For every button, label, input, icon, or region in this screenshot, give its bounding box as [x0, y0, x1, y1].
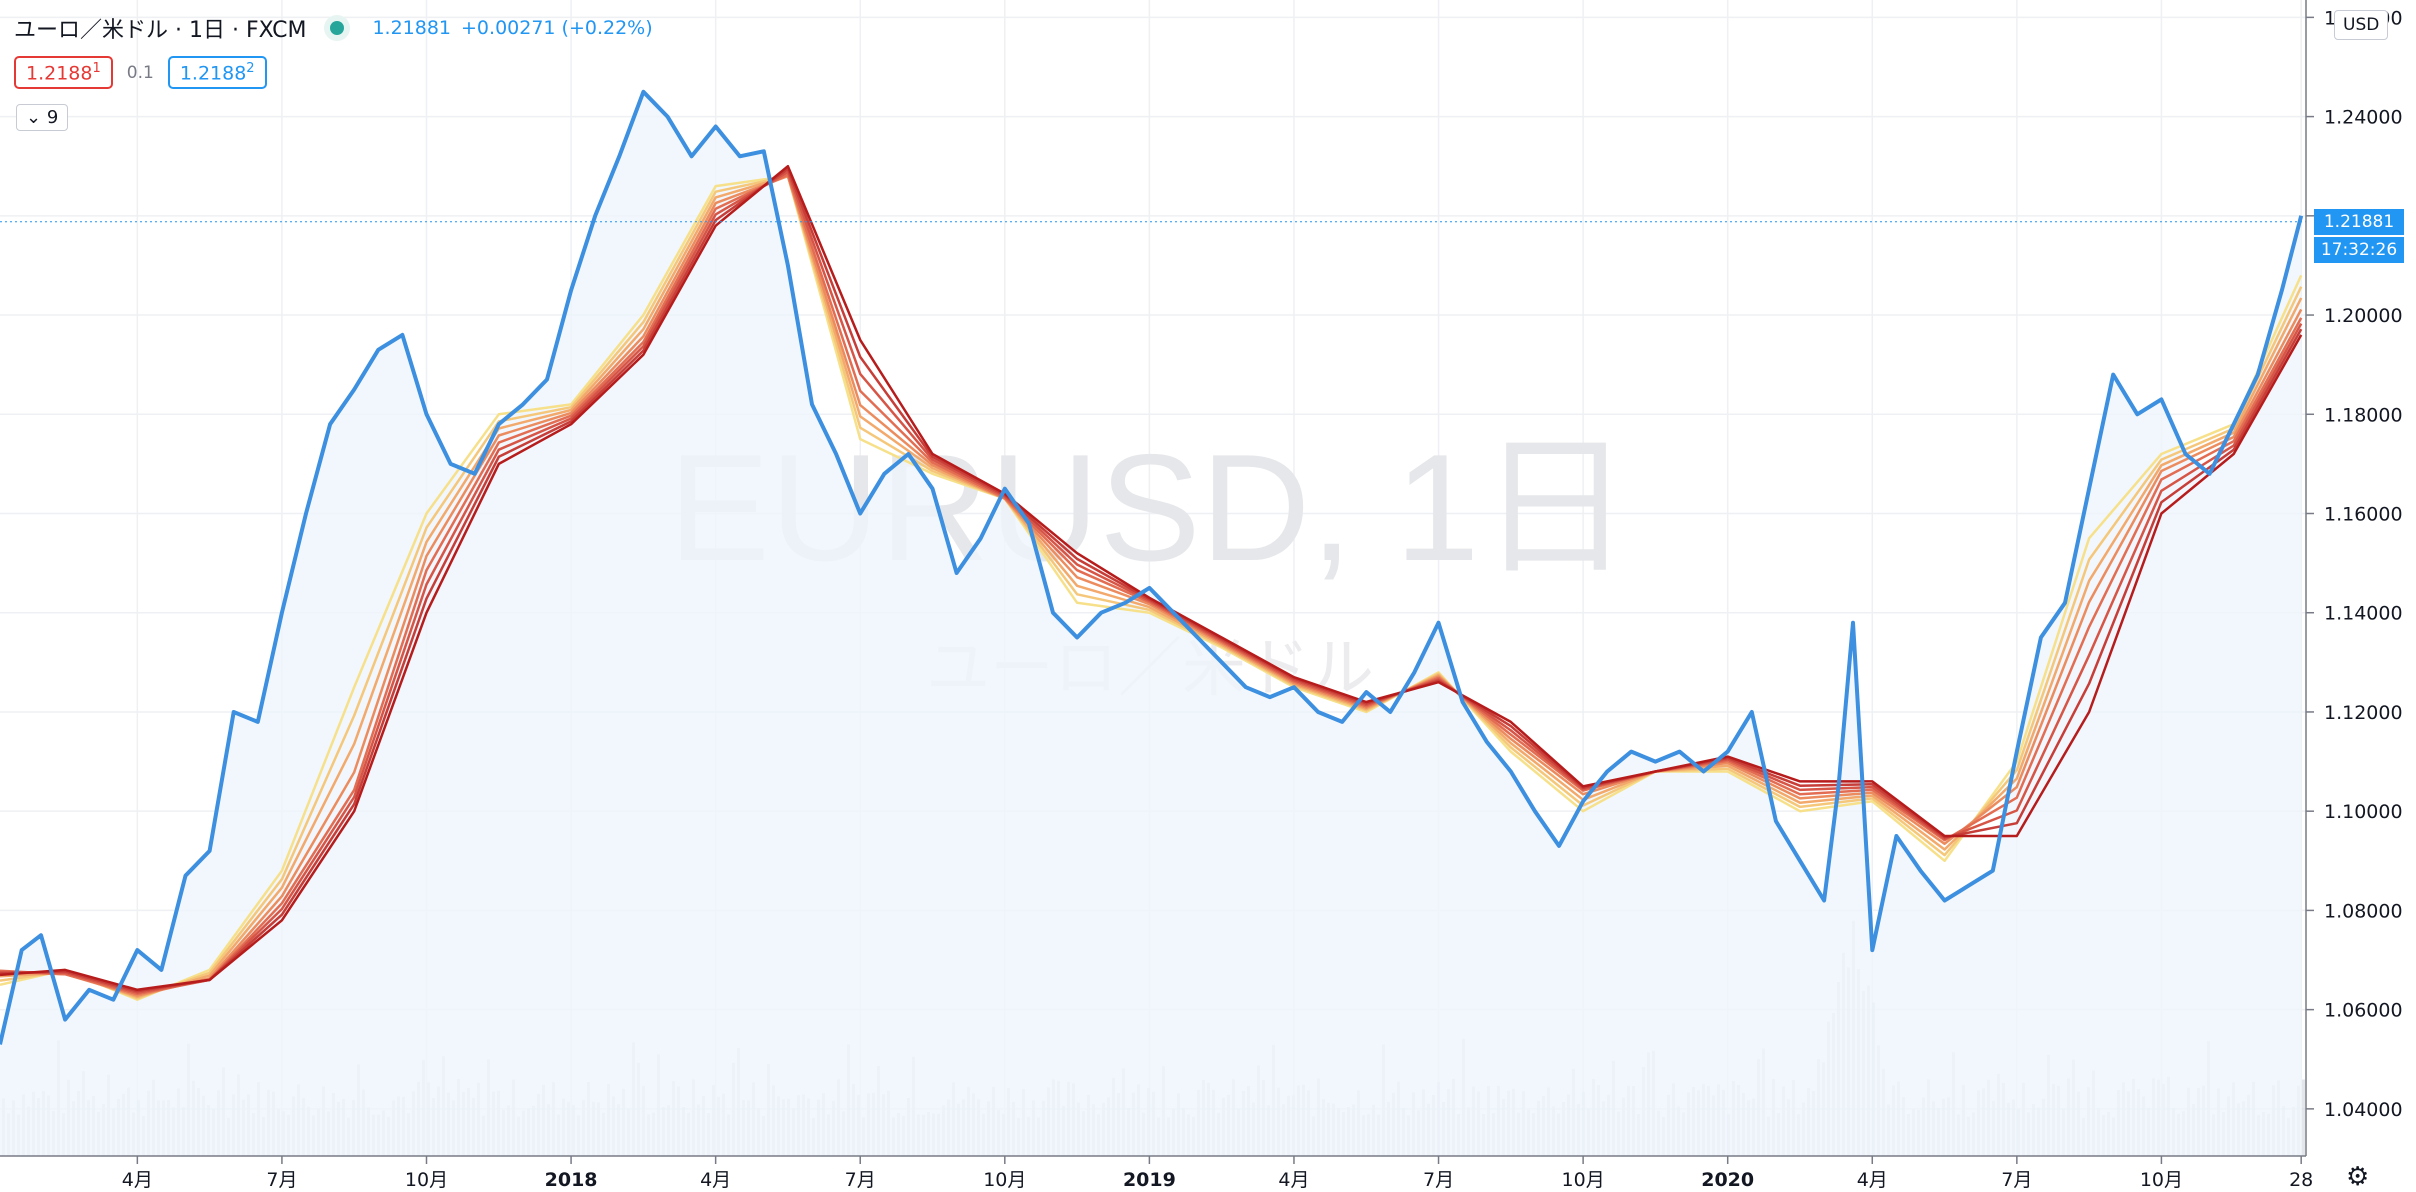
ema-ribbon-line: [0, 174, 2303, 1000]
market-status-icon: [330, 21, 345, 35]
ask-price: 1.2188: [179, 62, 247, 85]
x-tick-label: 10月: [405, 1169, 448, 1191]
bar-countdown-label: 17:32:26: [2314, 236, 2404, 263]
ema-ribbon-line: [0, 174, 2303, 997]
plot-area: [0, 89, 2304, 1156]
bid-price-pip: 1: [92, 61, 101, 76]
y-tick-label: 1.08000: [2324, 900, 2403, 922]
price-line: [0, 89, 2304, 1045]
price-change: +0.00271 (+0.22%): [461, 17, 653, 39]
ema-ribbon-line: [0, 164, 2303, 992]
time-axis[interactable]: 4月 7月 10月 2018 4月 7月 10月 2019 4月 7月 10月 2020 4月 7月 10月…: [122, 1156, 2313, 1191]
x-tick-label: 2018: [545, 1169, 598, 1191]
ema-ribbon-line: [0, 174, 2303, 1001]
y-tick-label: 1.06000: [2324, 1000, 2403, 1022]
x-tick-label: 10月: [2140, 1169, 2183, 1191]
y-tick-label: 1.20000: [2324, 305, 2403, 327]
x-tick-label: 10月: [983, 1169, 1026, 1191]
buy-button[interactable]: 1.21882: [167, 56, 267, 90]
x-tick-label: 4月: [700, 1169, 731, 1191]
x-tick-label: 7月: [266, 1169, 297, 1191]
indicators-count: 9: [46, 107, 59, 128]
y-tick-label: 1.18000: [2324, 404, 2403, 426]
price-area: [0, 91, 2302, 1156]
bid-price: 1.2188: [26, 62, 93, 85]
y-tick-label: 1.04000: [2324, 1099, 2403, 1121]
indicators-toggle[interactable]: ⌄ 9: [16, 104, 69, 131]
legend: ユーロ／米ドル · 1日 · FXCM 1.21881 +0.00271 (+0…: [14, 12, 653, 44]
ask-price-pip: 2: [246, 61, 255, 76]
x-tick-label: 4月: [122, 1169, 153, 1191]
currency-button[interactable]: USD: [2334, 10, 2389, 40]
x-tick-label: 7月: [2001, 1169, 2032, 1191]
spread-value: 0.1: [126, 62, 154, 83]
last-price: 1.21881: [372, 17, 452, 39]
y-tick-label: 1.16000: [2324, 504, 2403, 526]
current-price-label: 1.21881: [2314, 208, 2404, 235]
x-tick-label: 2020: [1701, 1169, 1754, 1191]
y-tick-label: 1.10000: [2324, 801, 2403, 823]
gear-icon[interactable]: ⚙: [2346, 1162, 2370, 1192]
x-tick-label: 10月: [1562, 1169, 1605, 1191]
sell-button[interactable]: 1.21881: [14, 56, 113, 90]
chevron-down-icon: ⌄: [26, 107, 42, 128]
x-tick-label: 4月: [1278, 1169, 1309, 1191]
ema-ribbon-line: [0, 167, 2303, 993]
ema-ribbon-line: [0, 174, 2303, 999]
y-tick-label: 1.24000: [2324, 107, 2403, 129]
volume-bar: [2302, 1079, 2305, 1156]
x-tick-label: 2019: [1123, 1169, 1176, 1191]
x-tick-label: 4月: [1857, 1169, 1888, 1191]
y-tick-label: 1.14000: [2324, 603, 2403, 625]
x-tick-label: 7月: [845, 1169, 876, 1191]
y-tick-label: 1.12000: [2324, 702, 2403, 724]
x-tick-label: 28: [2289, 1169, 2313, 1191]
bid-ask-row: 1.21881 0.1 1.21882: [14, 56, 267, 90]
x-tick-label: 7月: [1423, 1169, 1454, 1191]
symbol-title[interactable]: ユーロ／米ドル · 1日 · FXCM: [14, 18, 307, 43]
